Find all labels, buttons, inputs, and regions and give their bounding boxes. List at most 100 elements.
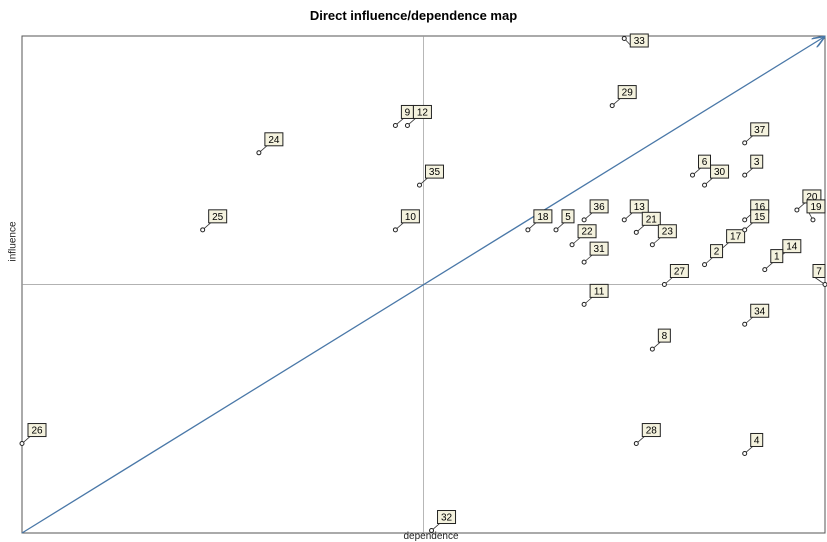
point-marker xyxy=(621,35,627,41)
point-label: 10 xyxy=(405,212,417,223)
data-point-6: 6 xyxy=(690,154,712,178)
point-label: 17 xyxy=(730,232,742,243)
data-point-34: 34 xyxy=(742,303,770,327)
point-label: 4 xyxy=(754,435,760,446)
point-label-box xyxy=(561,209,575,224)
point-label: 28 xyxy=(646,426,658,437)
point-label: 24 xyxy=(268,135,280,146)
point-label-box xyxy=(629,199,649,214)
point-label: 8 xyxy=(662,331,668,342)
point-label-box xyxy=(657,328,671,343)
point-label: 6 xyxy=(702,157,708,168)
point-marker xyxy=(742,140,748,146)
point-label-box xyxy=(750,209,770,224)
data-point-28: 28 xyxy=(633,423,661,447)
point-marker xyxy=(702,262,708,268)
point-marker xyxy=(581,301,587,307)
data-point-23: 23 xyxy=(649,224,677,248)
data-point-35: 35 xyxy=(416,164,444,188)
data-point-13: 13 xyxy=(621,199,649,223)
point-label-box xyxy=(641,423,661,438)
point-marker xyxy=(661,282,667,287)
data-point-21: 21 xyxy=(633,211,661,235)
point-label-box xyxy=(617,85,637,100)
point-label-box xyxy=(577,224,597,239)
point-label-box xyxy=(27,423,47,438)
data-point-27: 27 xyxy=(661,264,689,287)
data-point-31: 31 xyxy=(581,241,609,265)
point-label: 21 xyxy=(646,214,658,225)
data-point-36: 36 xyxy=(581,199,609,223)
point-marker xyxy=(525,227,531,233)
point-label: 22 xyxy=(581,227,593,238)
point-label-box xyxy=(750,432,764,447)
point-label: 35 xyxy=(429,167,441,178)
point-marker xyxy=(633,229,639,235)
data-point-26: 26 xyxy=(19,423,47,447)
point-label-box xyxy=(400,209,420,224)
point-label: 3 xyxy=(754,157,760,168)
data-point-30: 30 xyxy=(702,164,730,188)
point-label-box xyxy=(208,209,228,224)
data-point-19: 19 xyxy=(806,199,826,223)
point-label-box xyxy=(589,241,609,256)
point-label: 20 xyxy=(806,192,818,203)
point-label-box xyxy=(412,104,432,119)
point-marker xyxy=(742,227,748,233)
data-point-18: 18 xyxy=(525,209,553,233)
point-marker xyxy=(633,441,639,447)
data-point-9: 9 xyxy=(392,104,414,128)
chart-title: Direct influence/dependence map xyxy=(309,8,518,23)
point-label: 1 xyxy=(774,252,780,263)
point-label-box xyxy=(812,264,826,278)
point-label-box xyxy=(424,164,444,179)
point-label: 9 xyxy=(405,107,411,118)
data-point-1: 1 xyxy=(762,249,784,273)
point-marker xyxy=(649,242,655,248)
data-point-32: 32 xyxy=(429,510,457,534)
data-point-5: 5 xyxy=(553,209,575,233)
point-label: 36 xyxy=(594,202,606,213)
point-marker xyxy=(392,122,398,128)
point-label-box xyxy=(629,33,649,48)
data-point-7: 7 xyxy=(812,264,827,287)
point-label-box xyxy=(806,199,826,214)
point-marker xyxy=(569,242,575,248)
point-label-box xyxy=(657,224,677,239)
point-label-box xyxy=(782,239,802,254)
point-marker xyxy=(581,217,587,223)
data-point-3: 3 xyxy=(742,154,764,178)
point-label-box xyxy=(589,199,609,214)
point-label-box xyxy=(750,303,770,318)
data-point-11: 11 xyxy=(581,283,609,307)
data-point-8: 8 xyxy=(649,328,671,352)
point-marker xyxy=(762,267,768,273)
point-label: 31 xyxy=(594,244,606,255)
point-marker xyxy=(810,217,816,223)
point-label: 16 xyxy=(754,202,766,213)
point-label: 25 xyxy=(212,212,224,223)
point-label: 13 xyxy=(634,202,646,213)
data-point-37: 37 xyxy=(742,122,770,146)
point-label-box xyxy=(770,249,784,264)
point-marker xyxy=(19,441,25,447)
point-marker xyxy=(702,182,708,188)
data-point-29: 29 xyxy=(609,85,637,109)
point-label: 12 xyxy=(417,107,429,118)
point-label-box xyxy=(726,229,746,244)
point-label-box xyxy=(264,132,284,147)
point-label-box xyxy=(750,154,764,169)
point-label: 37 xyxy=(754,125,766,136)
point-label: 11 xyxy=(594,286,605,297)
point-label-box xyxy=(710,164,730,179)
x-axis-label: dependence xyxy=(403,531,459,542)
point-marker xyxy=(822,282,827,287)
point-marker xyxy=(649,346,655,352)
point-label: 5 xyxy=(565,212,571,223)
point-marker xyxy=(742,450,748,456)
data-point-10: 10 xyxy=(392,209,420,233)
data-point-15: 15 xyxy=(742,209,770,233)
point-label: 32 xyxy=(441,513,453,524)
